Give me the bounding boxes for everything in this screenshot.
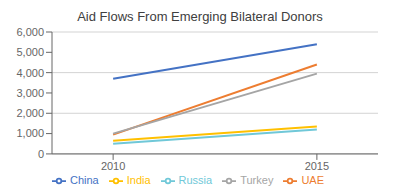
svg-text:2015: 2015 bbox=[305, 160, 329, 172]
svg-text:3,000: 3,000 bbox=[16, 87, 44, 99]
html-text:Turkey: Turkey bbox=[240, 173, 274, 186]
svg-text:1,000: 1,000 bbox=[16, 127, 44, 139]
svg-text:2010: 2010 bbox=[101, 160, 125, 172]
svg-text:6,000: 6,000 bbox=[16, 26, 44, 38]
html-text:Aid Flows From Emerging Bilate: Aid Flows From Emerging Bilateral Donors bbox=[77, 9, 323, 24]
svg-text:4,000: 4,000 bbox=[16, 67, 44, 79]
html-text:UAE: UAE bbox=[301, 173, 324, 186]
html-text:Russia: Russia bbox=[178, 173, 213, 186]
svg-text:2,000: 2,000 bbox=[16, 107, 44, 119]
html-text:India: India bbox=[126, 173, 151, 186]
svg-text:5,000: 5,000 bbox=[16, 46, 44, 58]
html-text:China: China bbox=[70, 173, 99, 186]
svg-text:0: 0 bbox=[38, 148, 44, 160]
